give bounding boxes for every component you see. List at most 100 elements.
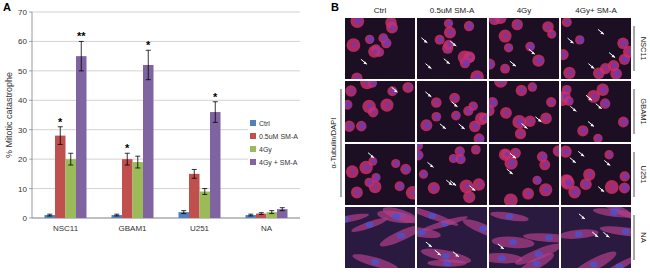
cell <box>417 207 459 228</box>
nucleus <box>505 152 510 157</box>
cell <box>364 178 373 187</box>
row-label: GBAM1 <box>639 98 648 124</box>
nucleus <box>447 21 452 26</box>
nucleus <box>528 43 534 49</box>
category-label: GBAM1 <box>118 224 147 233</box>
micrograph <box>489 18 559 79</box>
nucleus <box>345 216 349 222</box>
cell <box>489 59 495 70</box>
error-cap <box>135 167 140 168</box>
error-bar <box>248 214 253 216</box>
arrow-head <box>437 252 441 255</box>
error-line <box>282 208 283 211</box>
nucleus <box>622 229 630 235</box>
nucleus <box>435 100 439 104</box>
error-cap <box>68 165 73 166</box>
error-line <box>60 127 61 145</box>
cell <box>346 165 359 178</box>
nucleus <box>628 49 631 54</box>
micrograph <box>561 207 631 268</box>
cell <box>523 232 559 244</box>
micrograph <box>417 207 487 268</box>
nucleus <box>366 222 374 228</box>
nucleus <box>424 122 431 129</box>
arrow <box>453 252 459 257</box>
nucleus <box>489 109 492 113</box>
cell <box>432 112 442 122</box>
nucleus <box>621 40 627 46</box>
annotation: ** <box>77 30 86 42</box>
nucleus <box>498 81 505 85</box>
nucleus <box>505 111 510 116</box>
arrow-head <box>524 125 528 128</box>
nucleus <box>498 255 506 261</box>
arrow-head <box>453 183 457 186</box>
tick-label: 0 <box>23 214 28 223</box>
nucleus <box>475 148 479 152</box>
error-line <box>127 153 128 165</box>
nucleus <box>478 183 482 187</box>
arrow-head <box>591 66 595 69</box>
nucleus <box>475 74 482 79</box>
category-label: NA <box>261 224 273 233</box>
bar <box>189 174 200 218</box>
nucleus <box>590 262 598 268</box>
arrow-head <box>428 244 432 247</box>
cell <box>494 18 506 24</box>
cell <box>391 159 400 168</box>
micrograph <box>345 18 415 79</box>
nucleus <box>394 161 399 166</box>
cell <box>461 216 487 242</box>
arrow-head <box>363 61 367 64</box>
arrow-head <box>612 55 616 58</box>
nucleus <box>372 110 376 114</box>
nucleus <box>510 198 514 202</box>
micrograph-bg <box>345 144 415 205</box>
tick-label: 50 <box>18 67 27 76</box>
nucleus <box>374 185 378 189</box>
arrow <box>522 123 528 128</box>
bar <box>55 136 66 218</box>
micrograph-bg <box>489 81 559 142</box>
error-bar <box>125 153 130 165</box>
nucleus <box>386 103 391 108</box>
nucleus <box>483 116 487 121</box>
bar <box>277 209 288 218</box>
nucleus <box>565 179 572 186</box>
arrow <box>598 29 604 34</box>
arrow <box>392 87 398 92</box>
arrow <box>498 244 504 249</box>
arrow <box>598 187 604 192</box>
nucleus <box>504 67 508 71</box>
error-cap <box>192 178 197 179</box>
nucleus <box>520 88 525 93</box>
cell <box>600 254 631 268</box>
cell <box>608 60 620 72</box>
cell <box>444 19 453 28</box>
nucleus <box>577 37 584 44</box>
nucleus <box>404 166 410 172</box>
arrow-head <box>454 104 458 107</box>
nucleus <box>352 43 357 48</box>
error-line <box>148 50 149 79</box>
cell <box>512 19 523 30</box>
arrow-head <box>573 108 577 111</box>
error-cap <box>280 210 285 211</box>
arrow <box>507 169 513 174</box>
cell <box>553 145 559 156</box>
cell <box>561 146 572 158</box>
cell <box>351 251 399 268</box>
tick-label: 10 <box>18 185 27 194</box>
bar <box>133 162 144 218</box>
error-bar <box>181 211 186 214</box>
bar <box>76 56 87 218</box>
error-bar <box>192 169 197 178</box>
micrograph <box>345 81 415 142</box>
bar <box>122 159 133 218</box>
cell <box>403 82 414 93</box>
arrow <box>603 232 609 237</box>
error-bar <box>135 156 140 168</box>
micrograph <box>345 144 415 205</box>
nucleus <box>473 124 479 130</box>
cell <box>460 58 470 68</box>
